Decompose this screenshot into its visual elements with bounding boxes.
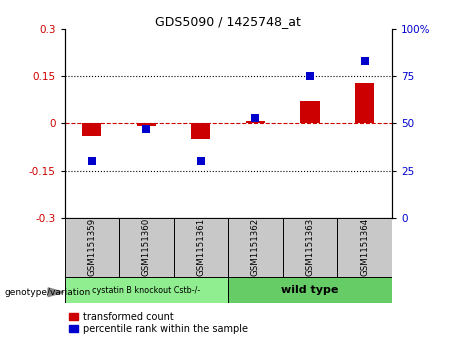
Legend: transformed count, percentile rank within the sample: transformed count, percentile rank withi… — [70, 311, 248, 334]
Title: GDS5090 / 1425748_at: GDS5090 / 1425748_at — [155, 15, 301, 28]
Bar — [65, 277, 228, 303]
Bar — [174, 218, 228, 278]
Text: GSM1151359: GSM1151359 — [87, 217, 96, 276]
Text: GSM1151364: GSM1151364 — [360, 217, 369, 276]
Point — [306, 73, 313, 79]
Bar — [228, 277, 392, 303]
Point — [142, 126, 150, 132]
Bar — [65, 218, 119, 278]
Bar — [355, 82, 374, 123]
Bar — [228, 218, 283, 278]
Bar — [337, 218, 392, 278]
Text: GSM1151362: GSM1151362 — [251, 217, 260, 276]
Point — [361, 58, 368, 64]
Bar — [283, 218, 337, 278]
Text: GSM1151363: GSM1151363 — [306, 217, 314, 276]
Bar — [191, 123, 211, 139]
Polygon shape — [48, 288, 64, 297]
Text: genotype/variation: genotype/variation — [5, 288, 91, 297]
Point — [197, 158, 205, 164]
Bar — [137, 123, 156, 126]
Text: cystatin B knockout Cstb-/-: cystatin B knockout Cstb-/- — [92, 286, 201, 294]
Point — [252, 115, 259, 121]
Bar — [119, 218, 174, 278]
Bar — [301, 101, 319, 123]
Text: GSM1151361: GSM1151361 — [196, 217, 206, 276]
Text: GSM1151360: GSM1151360 — [142, 217, 151, 276]
Text: wild type: wild type — [281, 285, 339, 295]
Bar — [82, 123, 101, 136]
Point — [88, 158, 95, 164]
Bar — [246, 121, 265, 123]
